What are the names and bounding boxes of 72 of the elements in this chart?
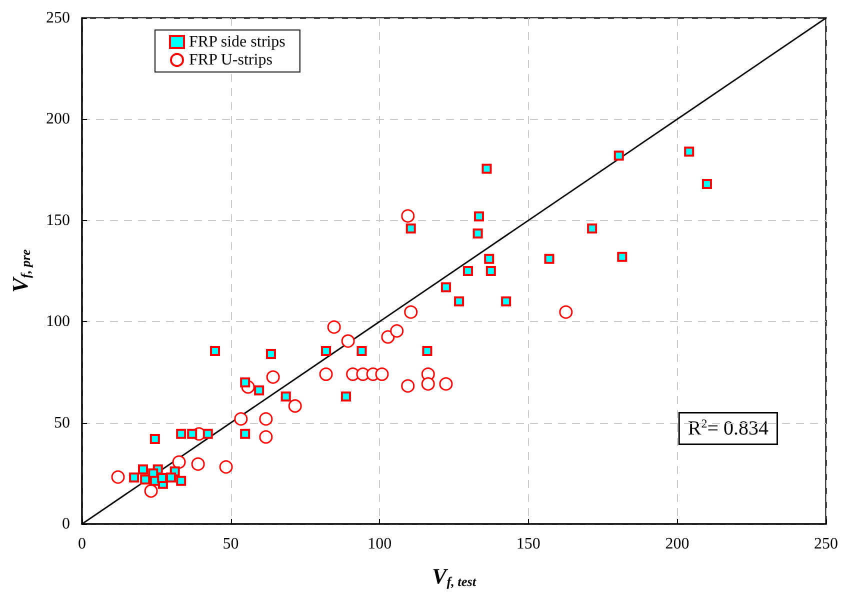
point xyxy=(440,282,451,292)
legend-label: FRP side strips xyxy=(189,34,286,50)
point xyxy=(421,377,435,391)
point xyxy=(356,346,367,356)
point xyxy=(202,428,213,439)
point xyxy=(157,473,168,484)
point xyxy=(462,266,473,276)
point xyxy=(327,320,341,334)
point xyxy=(381,330,395,344)
point xyxy=(439,377,453,391)
point xyxy=(166,472,176,482)
y-tick-label: 250 xyxy=(46,10,70,26)
y-tick-label: 0 xyxy=(62,516,70,532)
point xyxy=(454,296,464,306)
point xyxy=(484,254,494,264)
point xyxy=(150,434,160,444)
point xyxy=(176,476,186,486)
point xyxy=(702,178,712,189)
point xyxy=(406,223,416,234)
point xyxy=(187,428,198,439)
point xyxy=(240,428,250,439)
point xyxy=(219,460,233,474)
point xyxy=(375,367,389,381)
point xyxy=(234,412,248,426)
point xyxy=(401,209,415,223)
point xyxy=(614,150,624,161)
point xyxy=(111,470,125,484)
point xyxy=(501,296,512,306)
point xyxy=(341,334,355,348)
point xyxy=(172,455,186,469)
point xyxy=(321,346,332,356)
x-tick-label: 50 xyxy=(222,536,239,552)
point xyxy=(266,370,280,384)
x-tick-label: 200 xyxy=(665,536,690,552)
point xyxy=(319,367,333,381)
point xyxy=(140,474,150,484)
point xyxy=(138,464,148,474)
point xyxy=(288,399,302,413)
y-tick-label: 200 xyxy=(46,110,70,128)
y-tick-label: 50 xyxy=(54,414,70,432)
point xyxy=(404,305,418,319)
point xyxy=(259,412,273,426)
point xyxy=(176,428,186,439)
point xyxy=(280,391,291,402)
point xyxy=(544,254,554,264)
x-tick-label: 250 xyxy=(814,536,838,552)
x-tick-label: 100 xyxy=(368,536,392,552)
x-tick-label: 0 xyxy=(78,536,86,552)
point xyxy=(486,266,496,276)
point xyxy=(390,324,404,338)
point xyxy=(474,211,484,222)
point xyxy=(254,385,264,396)
point xyxy=(587,223,598,234)
point xyxy=(340,391,351,402)
point xyxy=(259,430,273,444)
y-tick-label: 100 xyxy=(46,313,70,330)
point xyxy=(210,346,220,356)
x-tick-label: 150 xyxy=(516,536,540,552)
point xyxy=(472,228,483,239)
y-tick-label: 150 xyxy=(46,212,70,229)
y-axis-title: Vf, pre xyxy=(8,249,33,293)
point xyxy=(422,346,432,356)
point xyxy=(266,348,276,359)
point xyxy=(129,472,140,482)
point xyxy=(144,484,158,498)
point xyxy=(684,146,694,157)
point xyxy=(482,164,492,174)
point xyxy=(617,252,628,262)
point xyxy=(191,457,205,471)
legend-label: FRP U-strips xyxy=(189,52,272,68)
point xyxy=(559,305,573,319)
point xyxy=(401,379,415,393)
